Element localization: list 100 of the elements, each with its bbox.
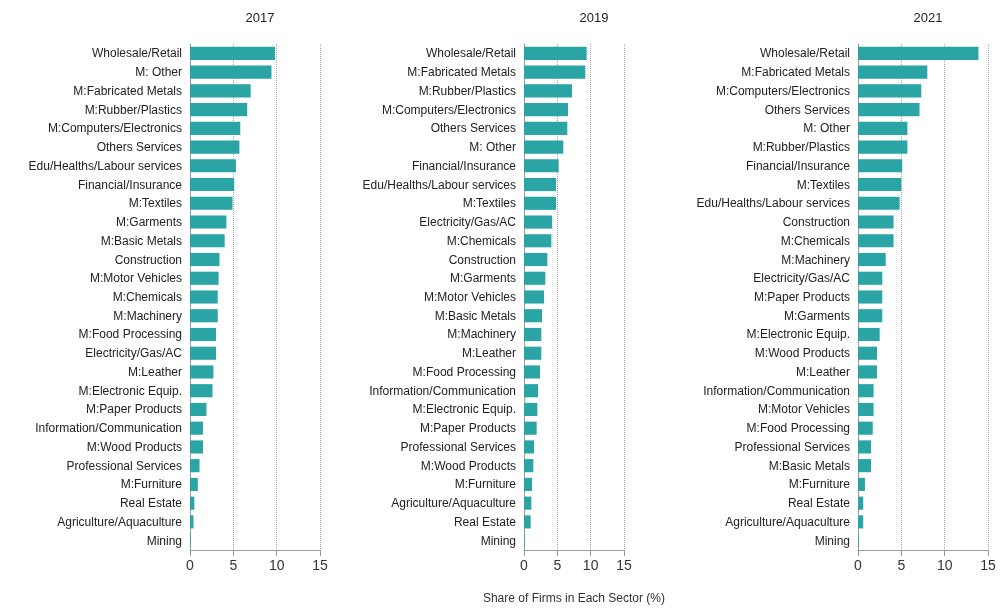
bar [524, 477, 532, 491]
x-tick-label: 15 [980, 557, 996, 573]
bar [190, 46, 275, 60]
y-tick-label: M:Electronic Equip. [746, 327, 850, 342]
x-tick-label: 10 [582, 557, 599, 573]
bar [190, 84, 251, 98]
y-tick-label: M:Basic Metals [768, 458, 850, 473]
y-tick-label: M:Textiles [128, 196, 182, 211]
y-tick-label: Wholesale/Retail [425, 46, 516, 61]
y-tick-label: M:Food Processing [746, 421, 850, 436]
x-tick-label: 5 [229, 557, 238, 573]
y-tick-label: Electricity/Gas/AC [85, 346, 183, 361]
bar [190, 252, 220, 267]
y-tick-label: M:Food Processing [78, 327, 182, 342]
y-tick-label: M:Fabricated Metals [407, 65, 516, 80]
y-tick-label: Electricity/Gas/AC [753, 271, 851, 286]
y-tick-label: Real Estate [787, 496, 851, 511]
y-tick-label: M:Chemicals [112, 290, 182, 304]
y-tick-label: M:Paper Products [85, 402, 182, 417]
y-tick-label: Construction [448, 252, 516, 267]
bar [524, 65, 586, 79]
y-tick-label: M:Machinery [447, 327, 516, 342]
bar [524, 440, 534, 454]
bar [524, 309, 542, 323]
y-tick-label: M:Textiles [462, 196, 516, 211]
y-tick-label: Mining [480, 533, 516, 548]
bar [524, 84, 572, 98]
y-tick-label: M:Chemicals [780, 233, 850, 248]
bar [524, 215, 552, 229]
bar [524, 365, 540, 379]
y-tick-label: Financial/Insurance [77, 177, 183, 192]
bar [190, 365, 214, 379]
bar [190, 178, 235, 192]
y-tick-label: Construction [114, 252, 182, 267]
y-tick-label: M:Motor Vehicles [89, 271, 182, 286]
bar [190, 196, 233, 210]
bar [190, 384, 213, 398]
y-tick-label: M:Computers/Electronics [715, 83, 850, 98]
y-tick-label: Wholesale/Retail [91, 46, 182, 61]
bar [190, 477, 198, 491]
bar [858, 84, 922, 98]
bar [858, 159, 903, 173]
bar [858, 140, 908, 154]
bar [858, 234, 894, 248]
y-tick-label: M:Fabricated Metals [741, 65, 850, 80]
bar [524, 459, 534, 473]
bar [858, 178, 902, 192]
bar [858, 421, 873, 435]
bar [190, 459, 200, 473]
y-tick-label: M:Chemicals [446, 233, 516, 248]
bar [524, 496, 532, 510]
bar [858, 309, 883, 323]
bar [524, 234, 552, 248]
y-tick-label: M:Fabricated Metals [73, 83, 182, 98]
y-tick-label: M:Garments [449, 271, 516, 286]
bar [524, 346, 542, 360]
bar [858, 515, 864, 529]
y-tick-label: M:Basic Metals [434, 308, 516, 323]
x-tick-label: 10 [936, 557, 953, 573]
y-tick-label: Mining [146, 533, 182, 548]
y-tick-label: M:Wood Products [86, 439, 182, 454]
y-tick-label: Electricity/Gas/AC [419, 215, 517, 230]
y-tick-label: M:Rubber/Plastics [418, 83, 516, 98]
bar [190, 121, 241, 135]
y-tick-label: M:Furniture [788, 477, 851, 492]
y-tick-label: Financial/Insurance [745, 158, 851, 173]
y-tick-label: M:Basic Metals [100, 233, 182, 248]
y-tick-label: M:Wood Products [754, 346, 850, 361]
bar [858, 215, 894, 229]
x-tick-label: 10 [268, 557, 285, 573]
x-axis-title: Share of Firms in Each Sector (%) [482, 591, 665, 605]
bar [858, 121, 908, 135]
bar [190, 234, 225, 248]
bar [524, 402, 538, 416]
y-tick-label: M:Machinery [113, 308, 182, 323]
y-tick-label: Professional Services [734, 439, 850, 454]
bar [858, 402, 874, 416]
y-tick-label: Information/Communication [369, 383, 516, 398]
bar [858, 440, 871, 454]
bar [524, 46, 587, 60]
y-tick-label: M:Textiles [796, 177, 850, 192]
bar [524, 178, 556, 192]
y-tick-label: M:Electronic Equip. [412, 402, 516, 417]
y-tick-label: M:Paper Products [753, 290, 850, 304]
y-tick-label: Others Services [430, 121, 516, 136]
y-tick-label: Edu/Healths/Labour services [28, 158, 182, 173]
y-tick-label: Professional Services [66, 458, 182, 473]
bar [190, 159, 236, 173]
y-tick-label: M: Other [803, 121, 850, 136]
bar [524, 515, 531, 529]
bar [858, 103, 920, 117]
bar [858, 65, 928, 79]
y-tick-label: Professional Services [400, 439, 516, 454]
x-tick-label: 5 [897, 557, 906, 573]
bar [190, 309, 218, 323]
y-tick-label: M:Machinery [781, 252, 850, 267]
bar [190, 402, 207, 416]
bar [524, 421, 537, 435]
bar [858, 252, 886, 267]
y-tick-label: Agriculture/Aquaculture [725, 514, 851, 529]
